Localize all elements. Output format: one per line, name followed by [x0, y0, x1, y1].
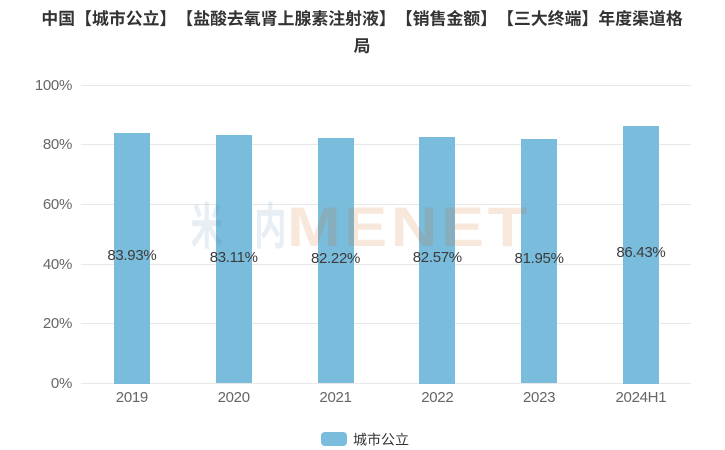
svg-text:MENET: MENET [287, 195, 531, 258]
